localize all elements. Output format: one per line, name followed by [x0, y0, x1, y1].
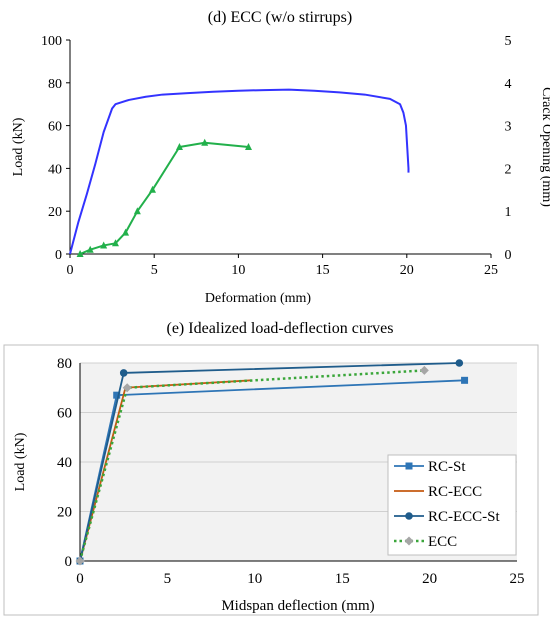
chart-d-series-1-line: [69, 88, 410, 255]
chart-d-ytick-label: 60: [48, 120, 62, 135]
chart-e-legend: RC-St RC-ECC RC-ECC-St ECC: [387, 454, 517, 556]
chart-d-ticks: 0 5 10 15 20 25 0 20 40 60 80 100 0 1 2 3 4 5: [41, 34, 512, 278]
legend-label-rc-st: RC-St: [428, 459, 466, 475]
chart-d-ytick-label: 20: [48, 205, 62, 220]
legend-marker-rc-st: [405, 462, 413, 470]
chart-e-series-ecc-point: [75, 556, 85, 566]
chart-d: (d) ECC (w/o stirrups) 0 5 10 15 20 250204060…: [11, 9, 550, 306]
chart-d-ytick-label: 0: [55, 248, 62, 263]
chart-e-xtick-label: 15: [335, 571, 350, 587]
chart-d-ytick-label: 100: [41, 34, 62, 49]
chart-d-axes: [69, 40, 491, 255]
chart-d-series-2-point: [149, 185, 157, 193]
chart-d-xlabel: Deformation (mm): [205, 291, 311, 306]
chart-d-series-2-point: [100, 241, 108, 249]
chart-e: (e) Idealized load-deflection curves 0 20…: [3, 320, 539, 616]
chart-e-series-rc-st-point: [461, 376, 469, 384]
chart-d-y2tick-label: 3: [505, 120, 512, 135]
chart-d-y2tick-label: 1: [505, 205, 512, 220]
chart-e-ytick-label: 20: [57, 505, 72, 521]
chart-e-series-ecc-point: [122, 383, 132, 393]
chart-d-series-2-point: [86, 245, 94, 253]
chart-e-ytick-label: 60: [57, 406, 72, 422]
chart-e-ytick-label: 40: [57, 455, 72, 471]
chart-d-series-2-point: [175, 143, 183, 150]
chart-d-series-2-line: [79, 141, 249, 255]
chart-e-xtick-label: 5: [164, 571, 172, 587]
chart-d-xtick-label: 10: [231, 263, 245, 278]
chart-d-series-2-point: [111, 239, 119, 247]
chart-e-xtick-label: 0: [76, 571, 84, 587]
chart-d-xtick-label: 5: [151, 263, 158, 278]
chart-d-series-2-point: [122, 228, 130, 236]
chart-d-ytick-label: 80: [48, 77, 62, 92]
chart-e-ytick-label: 0: [65, 554, 73, 570]
chart-d-title: (d) ECC (w/o stirrups): [208, 9, 352, 26]
chart-e-series: [75, 359, 469, 566]
chart-e-ylabel: Load (kN): [13, 432, 28, 491]
chart-d-y2tick-label: 2: [505, 162, 512, 177]
chart-d-ylabel: Load (kN): [11, 117, 26, 176]
chart-d-series-2-point: [245, 143, 253, 150]
chart-e-xtick-label: 20: [422, 571, 437, 587]
legend-label-rc-ecc: RC-ECC: [428, 484, 482, 500]
legend-label-rc-ecc-st: RC-ECC-St: [428, 509, 501, 525]
chart-d-xtick-label: 20: [400, 263, 414, 278]
chart-e-title: (e) Idealized load-deflection curves: [167, 320, 394, 337]
chart-e-ytick-label: 80: [57, 356, 72, 372]
chart-d-xtick-label: 25: [484, 263, 498, 278]
chart-d-y2label: Crack Opening (mm): [539, 87, 550, 207]
chart-e-series-rc-ecc-st-point: [455, 359, 464, 367]
chart-e-series-ecc-point: [419, 365, 429, 375]
chart-e-xtick-label: 25: [510, 571, 525, 587]
legend-label-ecc: ECC: [428, 534, 457, 550]
chart-d-y2tick-label: 4: [505, 77, 512, 92]
legend-marker-rc-ecc-st: [405, 512, 413, 520]
chart-e-series-rc-ecc-st-point: [119, 369, 128, 377]
chart-d-y2tick-label: 0: [505, 248, 512, 263]
chart-d-xtick-label: 0: [67, 263, 74, 278]
chart-d-y2tick-label: 5: [505, 34, 512, 49]
chart-d-xtick-label: 15: [316, 263, 330, 278]
chart-e-ticks: 0 20 40 60 80 0 5 10 15 20 25: [57, 356, 525, 587]
chart-d-series-2-point: [133, 207, 141, 215]
chart-d-ytick-label: 40: [48, 162, 62, 177]
chart-d-series: [69, 88, 410, 257]
chart-e-xtick-label: 10: [247, 571, 262, 587]
chart-d-series-2-point: [76, 250, 84, 257]
legend-marker-ecc: [404, 536, 414, 546]
chart-e-series-rc-st-point: [113, 391, 121, 399]
chart-e-xlabel: Midspan deflection (mm): [221, 598, 374, 614]
chart-d-series-2-point: [201, 138, 209, 146]
